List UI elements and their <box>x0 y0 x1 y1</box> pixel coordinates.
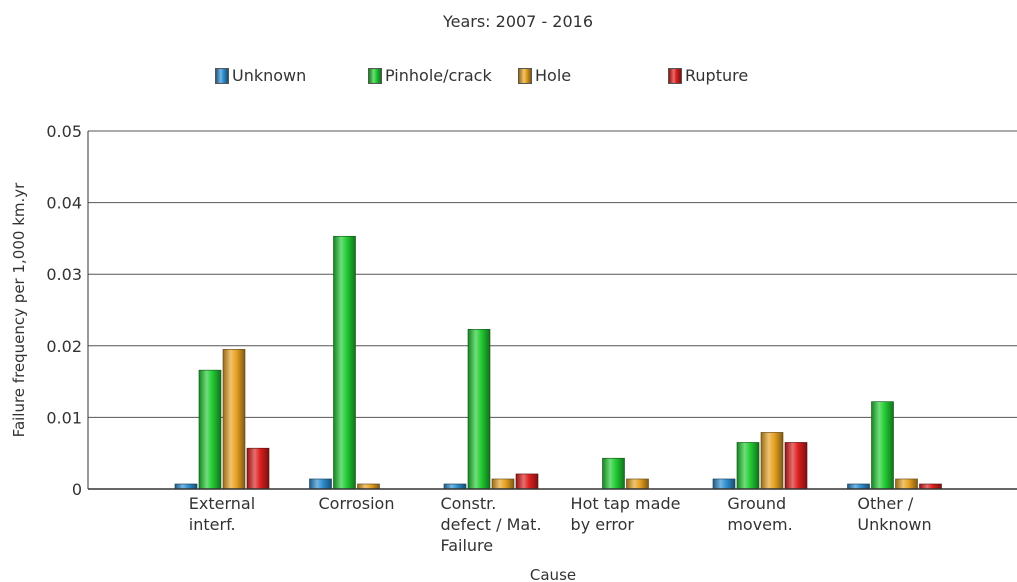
bar-unknown <box>712 478 736 490</box>
y-tick-label: 0 <box>72 480 82 499</box>
x-tick-label: Hot tap made by error <box>571 494 681 534</box>
bar-pinhole-crack <box>736 442 760 490</box>
chart-title: Years: 2007 - 2016 <box>442 12 593 31</box>
x-tick-label: Corrosion <box>319 494 395 513</box>
bar-hole <box>491 478 515 490</box>
bar-pinhole-crack <box>333 235 356 490</box>
x-tick-label: Other / Unknown <box>857 494 931 534</box>
bar-hole <box>760 432 784 490</box>
grid-layer <box>88 130 1017 418</box>
bar-rupture <box>246 447 270 490</box>
bar-hole <box>222 349 246 490</box>
legend-label: Rupture <box>685 66 749 85</box>
bar-pinhole-crack <box>871 401 894 490</box>
legend-item-rupture[interactable]: Rupture <box>668 66 748 85</box>
y-tick-label: 0.05 <box>46 122 82 141</box>
x-tick-label: Ground movem. <box>727 494 792 534</box>
bar-hole <box>626 478 649 490</box>
legend: Unknown Pinhole/crack Hole Rupture <box>0 66 1017 90</box>
bar-rupture <box>515 473 539 490</box>
y-tick-label: 0.02 <box>46 337 82 356</box>
bar-pinhole-crack <box>198 369 222 490</box>
y-axis-label: Failure frequency per 1,000 km.yr <box>10 182 28 437</box>
legend-swatch <box>518 67 532 84</box>
bar-hole <box>357 483 380 490</box>
legend-label: Pinhole/crack <box>385 66 492 85</box>
x-tick-label: External interf. <box>189 494 255 534</box>
x-axis-label: Cause <box>530 566 576 582</box>
x-tick-labels: External interf. Corrosion Constr. defect / … <box>189 494 932 555</box>
legend-item-unknown[interactable]: Unknown <box>215 66 306 85</box>
bar-unknown <box>174 483 198 490</box>
legend-swatch <box>668 67 682 84</box>
bar-unknown <box>309 478 332 490</box>
legend-item-pinhole-crack[interactable]: Pinhole/crack <box>368 66 492 85</box>
legend-item-hole[interactable]: Hole <box>518 66 571 85</box>
y-tick-label: 0.04 <box>46 194 82 213</box>
bar-unknown <box>847 483 870 490</box>
y-tick-label: 0.03 <box>46 265 82 284</box>
bar-hole <box>895 478 918 490</box>
x-tick-label: Constr. defect / Mat. Failure <box>440 494 541 555</box>
legend-swatch <box>215 67 229 84</box>
legend-label: Unknown <box>232 66 307 85</box>
bar-rupture <box>919 483 942 490</box>
y-tick-label: 0.01 <box>46 408 82 427</box>
legend-label: Hole <box>535 66 572 85</box>
bar-pinhole-crack <box>602 457 625 490</box>
bar-pinhole-crack <box>467 329 491 490</box>
bar-unknown <box>443 483 467 490</box>
legend-swatch <box>368 67 382 84</box>
bar-rupture <box>784 442 808 490</box>
bars <box>174 235 942 490</box>
y-tick-labels: 0 0.01 0.02 0.03 0.04 0.05 <box>46 122 82 499</box>
